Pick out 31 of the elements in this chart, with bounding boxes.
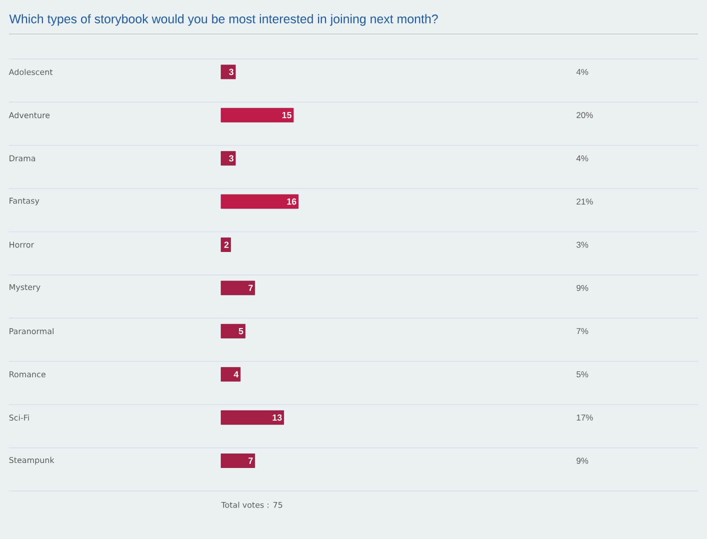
data-label: 3 [229, 68, 234, 76]
bar [220, 280, 256, 296]
data-label: 7 [248, 284, 253, 292]
text: 3% [576, 242, 588, 248]
bar [220, 238, 231, 252]
text: 9% [576, 284, 588, 291]
data-label: 16 [287, 198, 296, 205]
text: 4% [576, 68, 588, 75]
chart-title: Which types of storybook would you be most interested in joining next month? [9, 14, 438, 26]
data-label: 7 [248, 458, 253, 464]
bar [220, 367, 241, 382]
bar [220, 64, 236, 80]
bar [220, 108, 294, 122]
text: 9% [576, 458, 588, 464]
data-label: 4 [234, 371, 239, 378]
bar [220, 454, 256, 468]
data-label: 5 [238, 328, 244, 334]
text: 17% [576, 414, 593, 421]
text: 7% [576, 328, 588, 334]
bar [220, 151, 236, 166]
data-label: 2 [224, 242, 229, 248]
text: 4% [576, 155, 588, 162]
bar [220, 194, 298, 209]
text: 20% [576, 112, 593, 118]
text: 5% [576, 371, 588, 378]
text: 21% [576, 198, 593, 205]
bar [220, 324, 246, 338]
data-label: 15 [282, 112, 292, 118]
data-label: 13 [272, 414, 282, 421]
bar [220, 410, 284, 425]
data-label: 3 [229, 155, 234, 162]
